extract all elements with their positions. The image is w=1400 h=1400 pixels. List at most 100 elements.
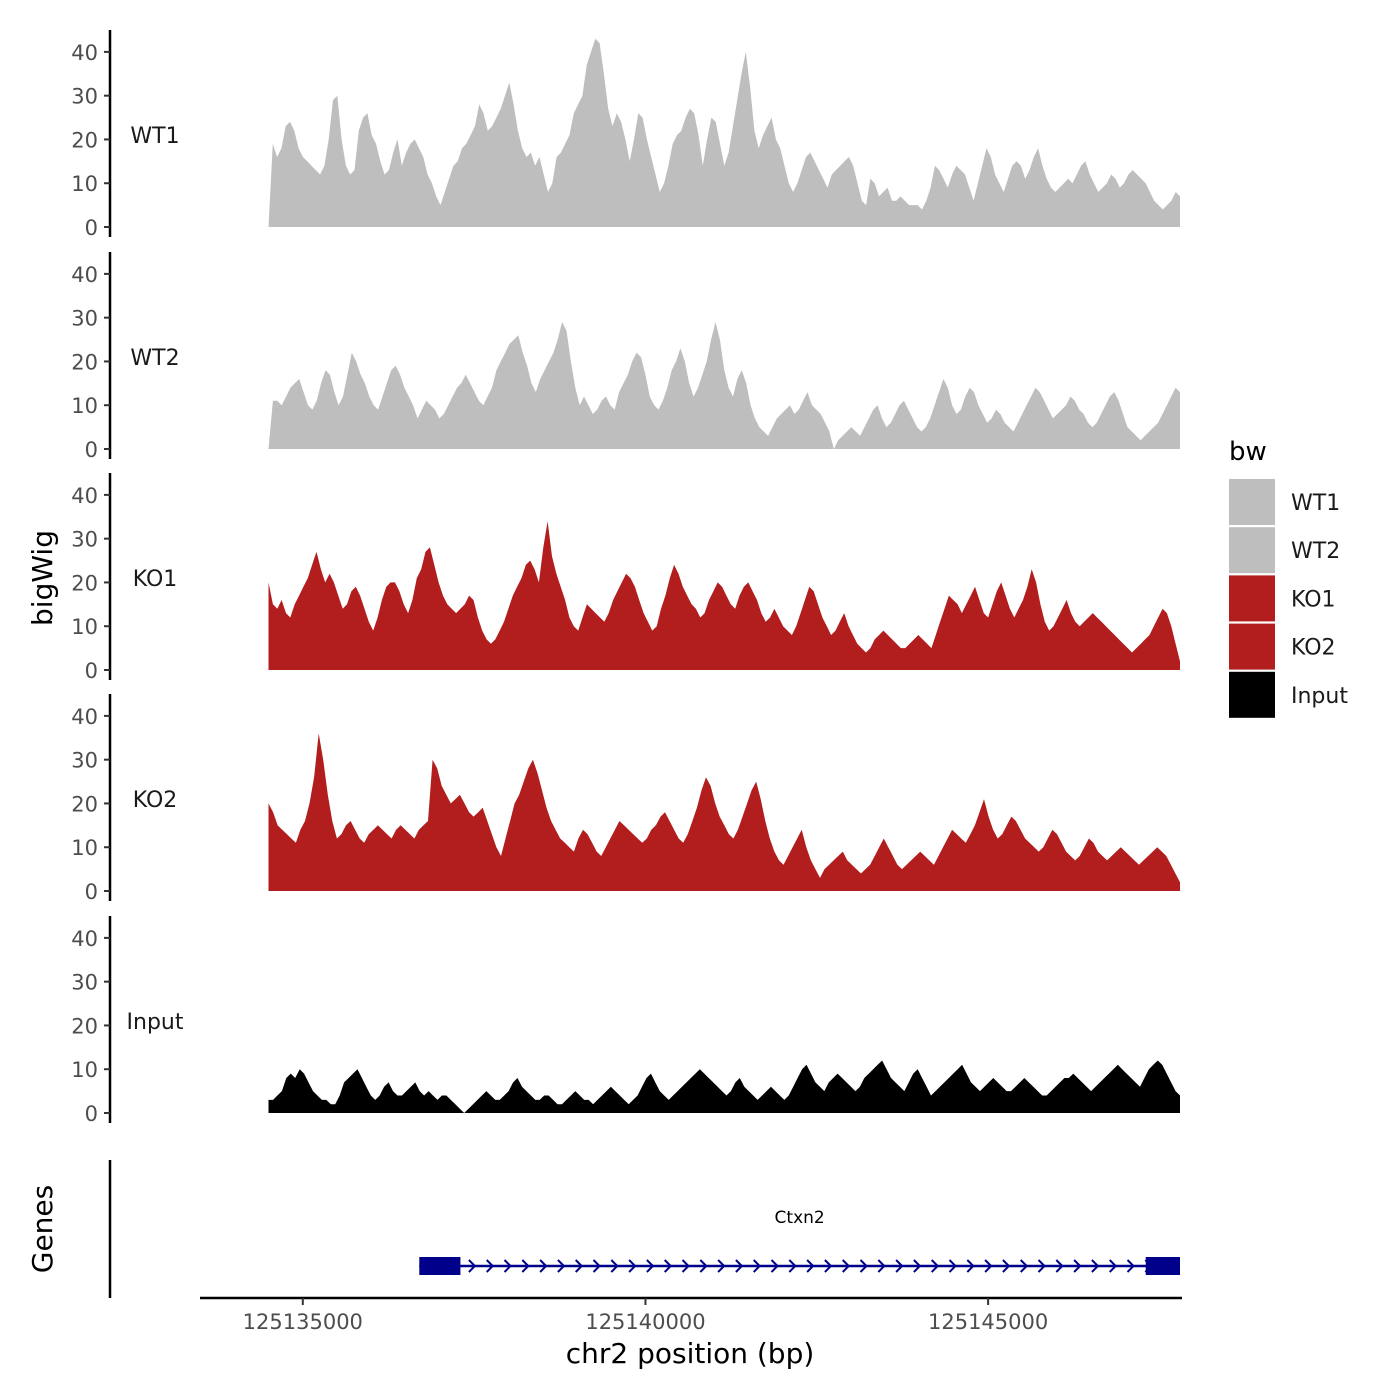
strand-arrow bbox=[966, 1259, 975, 1273]
legend-swatch-input bbox=[1229, 671, 1275, 718]
strand-arrow bbox=[574, 1259, 584, 1273]
y-axis-label: bigWig bbox=[26, 530, 59, 626]
strand-arrow bbox=[752, 1259, 762, 1273]
strand-arrow bbox=[930, 1259, 940, 1273]
x-tick-label: 125140000 bbox=[585, 1310, 705, 1334]
legend-swatch-ko2 bbox=[1229, 623, 1275, 670]
y-tick-label: 30 bbox=[71, 749, 98, 773]
strand-arrow bbox=[1055, 1259, 1064, 1273]
strand-arrow bbox=[628, 1259, 637, 1273]
strand-arrow bbox=[521, 1259, 530, 1273]
y-tick-label: 30 bbox=[71, 528, 98, 552]
legend-label-wt1: WT1 bbox=[1291, 491, 1340, 516]
y-tick-label: 10 bbox=[71, 1058, 98, 1082]
area-ko1 bbox=[268, 521, 1180, 670]
y-tick-label: 0 bbox=[85, 438, 98, 462]
strand-arrow bbox=[681, 1259, 690, 1273]
strand-arrow bbox=[877, 1259, 886, 1273]
legend-title: bw bbox=[1229, 437, 1267, 467]
y-tick-label: 40 bbox=[71, 41, 98, 65]
strand-arrow bbox=[610, 1259, 619, 1273]
y-tick-label: 10 bbox=[71, 836, 98, 860]
legend-swatch-wt1 bbox=[1229, 479, 1275, 525]
legend-swatch-wt2 bbox=[1229, 527, 1275, 574]
y-tick-label: 0 bbox=[85, 1102, 98, 1126]
track-panel-wt2: 0 10 20 30 40 WT2 bbox=[71, 252, 1180, 462]
strand-arrow bbox=[503, 1259, 512, 1273]
track-label-ko1: KO1 bbox=[133, 567, 178, 592]
strand-arrow bbox=[806, 1259, 815, 1273]
genes-panel: Genes Ctxn2 bbox=[26, 1160, 1180, 1298]
track-panel-wt1: 0 10 20 30 40 WT1 bbox=[71, 30, 1180, 240]
strand-arrow bbox=[1108, 1259, 1118, 1273]
strand-arrow bbox=[824, 1259, 833, 1273]
legend: bw WT1 WT2 KO1 KO2 Input bbox=[1229, 437, 1348, 718]
gene-name-ctxn2: Ctxn2 bbox=[775, 1208, 825, 1228]
genes-label: Genes bbox=[26, 1185, 59, 1273]
area-ko2 bbox=[268, 733, 1180, 891]
track-label-ko2: KO2 bbox=[133, 788, 178, 813]
area-input bbox=[268, 1060, 1180, 1113]
y-tick-label: 20 bbox=[71, 350, 98, 374]
strand-arrow bbox=[735, 1259, 744, 1273]
strand-arrow bbox=[895, 1259, 904, 1273]
strand-arrow bbox=[1002, 1259, 1011, 1273]
y-tick-label: 0 bbox=[85, 216, 98, 240]
strand-arrow bbox=[663, 1259, 673, 1273]
y-tick-label: 0 bbox=[85, 880, 98, 904]
strand-arrow bbox=[1073, 1259, 1082, 1273]
track-label-wt1: WT1 bbox=[130, 124, 179, 149]
strand-arrow bbox=[1091, 1259, 1100, 1273]
legend-label-wt2: WT2 bbox=[1291, 539, 1340, 564]
strand-arrow bbox=[699, 1259, 708, 1273]
strand-arrow bbox=[948, 1259, 957, 1273]
track-panel-ko2: 0 10 20 30 40 KO2 bbox=[71, 694, 1180, 904]
y-tick-label: 10 bbox=[71, 615, 98, 639]
strand-arrow bbox=[1019, 1259, 1029, 1273]
legend-label-input: Input bbox=[1291, 684, 1348, 709]
x-tick-label: 125135000 bbox=[243, 1310, 363, 1334]
gene-exon bbox=[419, 1257, 461, 1275]
y-tick-label: 40 bbox=[71, 484, 98, 508]
strand-arrow bbox=[984, 1259, 993, 1273]
legend-label-ko1: KO1 bbox=[1291, 587, 1336, 612]
x-axis: 125135000 125140000 125145000 bbox=[200, 1296, 1182, 1334]
y-tick-label: 10 bbox=[71, 172, 98, 196]
area-wt1 bbox=[268, 38, 1180, 227]
track-panel-input: 0 10 20 30 40 Input bbox=[71, 916, 1180, 1126]
legend-label-ko2: KO2 bbox=[1291, 636, 1336, 661]
strand-arrow bbox=[770, 1259, 779, 1273]
strand-arrow bbox=[913, 1259, 922, 1273]
legend-swatch-ko1 bbox=[1229, 575, 1275, 622]
strand-arrow bbox=[592, 1259, 601, 1273]
track-panels: 0 10 20 30 40 WT1 0 10 20 30 40 WT2 0 10 20 30 40 KO1 0 10 2… bbox=[71, 30, 1180, 1126]
strand-arrow bbox=[1037, 1259, 1046, 1273]
y-tick-label: 30 bbox=[71, 307, 98, 331]
gene-exon bbox=[1145, 1257, 1180, 1275]
y-tick-label: 20 bbox=[71, 571, 98, 595]
area-wt2 bbox=[268, 322, 1180, 449]
y-tick-label: 30 bbox=[71, 971, 98, 995]
strand-arrow bbox=[1126, 1259, 1135, 1273]
track-panel-ko1: 0 10 20 30 40 KO1 bbox=[71, 473, 1180, 683]
track-label-input: Input bbox=[127, 1010, 184, 1035]
track-label-wt2: WT2 bbox=[130, 346, 179, 371]
strand-arrow bbox=[859, 1259, 868, 1273]
y-tick-label: 20 bbox=[71, 128, 98, 152]
x-axis-label: chr2 position (bp) bbox=[566, 1337, 815, 1370]
y-tick-label: 30 bbox=[71, 85, 98, 109]
x-tick-label: 125145000 bbox=[928, 1310, 1048, 1334]
strand-arrow bbox=[557, 1259, 566, 1273]
strand-arrow bbox=[485, 1259, 495, 1273]
strand-arrow bbox=[646, 1259, 655, 1273]
y-tick-label: 10 bbox=[71, 394, 98, 418]
strand-arrow bbox=[717, 1259, 726, 1273]
y-tick-label: 40 bbox=[71, 263, 98, 287]
y-tick-label: 20 bbox=[71, 1014, 98, 1038]
strand-arrow bbox=[841, 1259, 851, 1273]
strand-arrow bbox=[539, 1259, 548, 1273]
y-tick-label: 40 bbox=[71, 705, 98, 729]
strand-arrow bbox=[788, 1259, 797, 1273]
strand-arrow bbox=[468, 1259, 477, 1273]
